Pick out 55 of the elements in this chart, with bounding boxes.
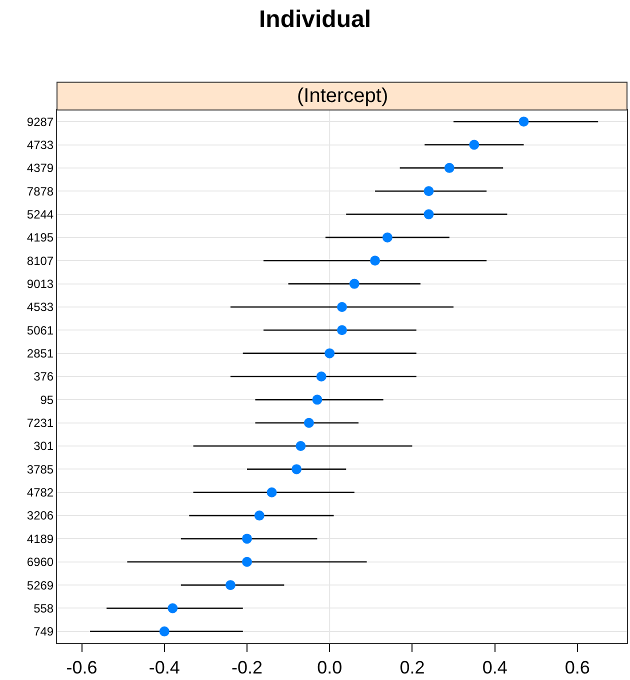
x-tick-label: 0.0	[317, 658, 342, 678]
x-tick-label: -0.6	[66, 658, 98, 678]
x-tick-label: 0.2	[400, 658, 425, 678]
point	[518, 116, 529, 127]
y-tick-label: 5269	[26, 578, 54, 592]
y-tick-label: 9013	[26, 277, 54, 291]
point	[337, 302, 347, 312]
point	[254, 510, 264, 521]
y-tick-label: 8107	[26, 254, 54, 268]
y-tick-label: 4379	[26, 161, 54, 176]
point	[168, 603, 178, 614]
x-tick-label: 0.6	[564, 658, 590, 678]
y-tick-label: 4733	[26, 138, 54, 152]
point	[370, 256, 380, 266]
y-tick-label: 5061	[26, 323, 54, 338]
point	[242, 556, 252, 567]
y-tick-label: 2851	[26, 346, 54, 361]
y-tick-label: 6960	[26, 555, 54, 570]
y-tick-label: 3206	[26, 508, 54, 523]
x-tick-label: -0.2	[231, 658, 263, 678]
point	[424, 186, 434, 196]
y-tick-label: 7878	[26, 184, 54, 198]
point	[225, 580, 236, 590]
point	[312, 394, 322, 405]
x-tick-label: -0.4	[148, 658, 180, 678]
chart-title: Individual	[258, 6, 372, 33]
y-tick-label: 301	[34, 439, 54, 454]
point	[382, 232, 392, 242]
y-tick-label: 558	[34, 601, 54, 616]
y-tick-label: 4782	[26, 486, 54, 500]
point	[242, 534, 252, 544]
x-tick-label: 0.4	[482, 658, 508, 678]
point	[324, 348, 335, 358]
point	[292, 464, 302, 474]
point	[469, 140, 480, 150]
point	[159, 626, 170, 636]
y-tick-label: 4195	[26, 230, 54, 245]
chart-subtitle: (Intercept)	[297, 85, 388, 107]
point	[424, 209, 434, 220]
y-tick-label: 7231	[26, 416, 54, 430]
y-tick-label: 4533	[26, 300, 54, 314]
y-tick-label: 5244	[26, 207, 54, 222]
point	[304, 418, 314, 428]
y-tick-label: 9287	[26, 114, 54, 129]
y-tick-label: 749	[34, 624, 54, 639]
y-tick-label: 4189	[26, 532, 54, 546]
point	[316, 372, 326, 382]
point	[444, 162, 454, 173]
y-tick-label: 376	[34, 370, 54, 384]
y-tick-label: 3785	[26, 462, 54, 476]
y-tick-label: 95	[40, 392, 54, 407]
point	[296, 441, 306, 452]
point	[349, 278, 360, 289]
point	[266, 487, 277, 498]
point	[337, 325, 347, 336]
